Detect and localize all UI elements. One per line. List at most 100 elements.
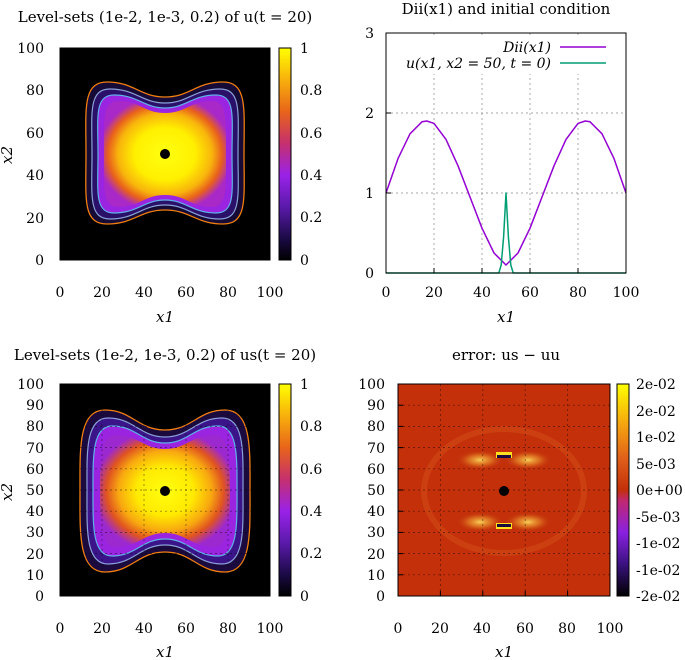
panel-us-level-sets: Level-sets (1e-2, 1e-3, 0.2) of us(t = 2… xyxy=(0,346,322,660)
panel3-xtick: 40 xyxy=(135,621,153,637)
panel4-xtick: 20 xyxy=(431,621,449,637)
panel3-ytick: 0 xyxy=(35,589,44,605)
panel1-xtick: 80 xyxy=(219,285,237,301)
panel2-ytick: 3 xyxy=(365,26,374,42)
panel4-ytick: 70 xyxy=(367,441,385,457)
panel4-colorbar xyxy=(616,383,630,597)
panel3-cbar-tick: 0.2 xyxy=(300,546,322,562)
panel3-ytick: 40 xyxy=(26,504,44,520)
panel4-ytick: 100 xyxy=(358,377,385,393)
panel4-ytick: 50 xyxy=(367,483,385,499)
panel4-glow-upper-left xyxy=(456,450,504,470)
panel3-cbar-tick: 0 xyxy=(300,589,309,605)
panel3-ylabel: x2 xyxy=(0,483,16,501)
panel3-ytick: 30 xyxy=(26,525,44,541)
panel4-ytick: 40 xyxy=(367,504,385,520)
panel3-ytick: 60 xyxy=(26,462,44,478)
panel4-xtick: 0 xyxy=(394,621,403,637)
panel3-xtick: 100 xyxy=(257,621,284,637)
panel4-cbar-tick: 0e+00 xyxy=(636,483,683,499)
panel4-halo-ring xyxy=(421,426,587,556)
panel3-ytick: 10 xyxy=(26,568,44,584)
panel1-xtick: 20 xyxy=(93,285,111,301)
panel1-cbar-tick: 1 xyxy=(300,41,309,57)
panel3-colorbar xyxy=(278,383,292,597)
panel1-xtick: 0 xyxy=(56,285,65,301)
panel3-cbar-tick: 0.6 xyxy=(300,462,322,478)
panel4-cbar-tick: -2e-02 xyxy=(636,589,680,605)
panel2-xtick: 100 xyxy=(613,285,640,301)
panel2-ytick: 2 xyxy=(365,106,374,122)
panel2-legend-bg xyxy=(396,36,622,74)
panel1-center-marker xyxy=(160,149,170,159)
panel2-xtick: 0 xyxy=(382,285,391,301)
panel3-ytick: 20 xyxy=(26,547,44,563)
panel1-xtick: 100 xyxy=(257,285,284,301)
panel1-xtick: 40 xyxy=(135,285,153,301)
panel2-title: Dii(x1) and initial condition xyxy=(402,0,611,18)
panel1-colorbar xyxy=(278,47,292,261)
panel1-xtick: 60 xyxy=(177,285,195,301)
panel2-series-dii xyxy=(385,120,627,266)
panel1-cbar-tick: 0 xyxy=(300,253,309,269)
panel-u-level-sets: Level-sets (1e-2, 1e-3, 0.2) of u(t = 20… xyxy=(0,8,322,326)
panel4-ytick: 90 xyxy=(367,398,385,414)
panel1-ytick: 100 xyxy=(17,41,44,57)
panel2-xtick: 80 xyxy=(569,285,587,301)
panel2-xtick: 40 xyxy=(473,285,491,301)
panel3-xtick: 80 xyxy=(219,621,237,637)
panel3-ytick: 100 xyxy=(17,377,44,393)
panel4-xtick: 60 xyxy=(516,621,534,637)
panel4-title: error: us − uu xyxy=(452,346,560,364)
panel4-glow-lower-left xyxy=(456,512,504,532)
panel3-cbar-tick: 0.4 xyxy=(300,504,322,520)
panel1-ticks xyxy=(59,89,271,260)
panel2-legend-label: u(x1, x2 = 50, t = 0) xyxy=(406,56,551,72)
panel2-xtick: 60 xyxy=(521,285,539,301)
panel4-spot-upper-core xyxy=(497,455,511,458)
panel2-frame xyxy=(385,32,627,274)
panel3-cbar-tick: 0.8 xyxy=(300,419,322,435)
panel4-xtick: 80 xyxy=(558,621,576,637)
panel3-ytick: 50 xyxy=(26,483,44,499)
panel2-xlabel: x1 xyxy=(497,308,515,326)
panel4-cbar-tick: 2e-02 xyxy=(636,377,676,393)
panel4-cbar-tick: -1e-02 xyxy=(636,536,680,552)
panel1-ytick: 80 xyxy=(26,83,44,99)
panel4-ytick: 0 xyxy=(376,589,385,605)
panel4-cbar-tick: -1e-02 xyxy=(636,563,680,579)
panel3-ytick: 70 xyxy=(26,441,44,457)
panel4-glow-upper-right xyxy=(504,450,552,470)
panel4-cbar-tick: 1e-02 xyxy=(636,430,676,446)
panel2-xtick: 20 xyxy=(425,285,443,301)
panel1-xlabel: x1 xyxy=(156,308,174,326)
panel4-cbar-tick: 2e-02 xyxy=(636,404,676,420)
panel1-ytick: 40 xyxy=(26,168,44,184)
panel3-xtick: 20 xyxy=(93,621,111,637)
panel2-legend-label: Dii(x1) xyxy=(502,40,551,56)
panel4-cbar-tick: -5e-03 xyxy=(636,510,680,526)
panel2-ticks xyxy=(385,32,627,274)
panel4-spot-lower-core xyxy=(497,524,511,527)
panel4-ytick: 10 xyxy=(367,568,385,584)
panel1-frame xyxy=(59,47,271,261)
panel2-ytick: 0 xyxy=(365,266,374,282)
panel4-ytick: 30 xyxy=(367,525,385,541)
panel3-center-marker xyxy=(160,486,170,496)
panel-dii-line-chart: Dii(x1) and initial condition Dii(x1) u(… xyxy=(365,0,639,326)
panel4-ytick: 60 xyxy=(367,462,385,478)
panel4-xlabel: x1 xyxy=(495,643,513,660)
panel4-ytick: 20 xyxy=(367,547,385,563)
panel3-ticks xyxy=(59,383,271,597)
panel3-cbar-tick: 1 xyxy=(300,377,309,393)
panel3-xlabel: x1 xyxy=(156,643,174,660)
panel3-title: Level-sets (1e-2, 1e-3, 0.2) of us(t = 2… xyxy=(14,346,316,364)
panel3-ytick: 90 xyxy=(26,398,44,414)
panel3-xtick: 60 xyxy=(177,621,195,637)
panel1-cbar-tick: 0.2 xyxy=(300,210,322,226)
panel4-center-marker xyxy=(499,486,509,496)
panel1-ytick: 0 xyxy=(35,253,44,269)
panel1-ytick: 60 xyxy=(26,126,44,142)
panel1-title: Level-sets (1e-2, 1e-3, 0.2) of u(t = 20… xyxy=(18,8,313,26)
